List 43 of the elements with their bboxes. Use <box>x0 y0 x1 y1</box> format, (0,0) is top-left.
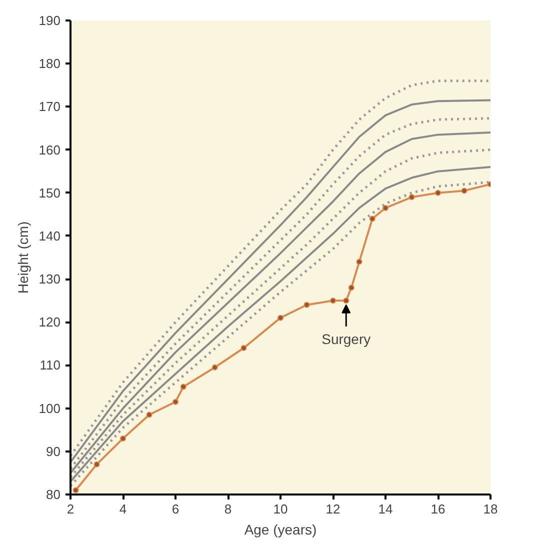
y-tick-label: 80 <box>46 487 61 502</box>
y-tick-label: 170 <box>38 99 61 114</box>
point <box>382 204 388 211</box>
y-axis-title: Height (cm) <box>14 221 31 294</box>
x-tick-label: 6 <box>172 502 180 516</box>
point <box>94 461 100 468</box>
point <box>240 344 247 351</box>
y-tick-label: 110 <box>40 358 61 373</box>
y-tick-label: 180 <box>38 56 61 72</box>
y-tick-label: 130 <box>38 272 61 287</box>
x-tick-label: 2 <box>66 502 74 516</box>
point <box>72 487 79 494</box>
point <box>408 194 415 200</box>
x-tick-label: 12 <box>326 502 340 516</box>
annotation: Surgery <box>322 330 371 347</box>
y-tick-label: 160 <box>38 142 61 158</box>
y-tick-label: 150 <box>38 185 61 200</box>
point <box>304 302 310 308</box>
x-tick-label: 16 <box>430 502 446 516</box>
x-tick-label: 8 <box>224 502 232 516</box>
x-tick-label: 4 <box>119 502 127 516</box>
point <box>146 412 152 418</box>
y-tick-label: 120 <box>38 314 61 330</box>
y-tick-label: 90 <box>46 444 61 459</box>
x-axis-title: Age (years) <box>244 522 317 538</box>
point <box>172 398 178 405</box>
point <box>180 384 186 390</box>
point <box>348 284 354 291</box>
y-tick-label: 100 <box>38 400 61 416</box>
x-tick-label: 10 <box>273 502 288 516</box>
y-tick-label: 140 <box>38 228 61 244</box>
point <box>212 364 218 370</box>
y-tick-label: 190 <box>38 13 61 28</box>
point <box>369 216 376 222</box>
point <box>278 314 284 321</box>
point <box>343 298 350 304</box>
point <box>120 435 126 442</box>
point <box>435 190 441 196</box>
x-tick-label: 14 <box>378 502 393 516</box>
point <box>356 258 362 265</box>
x-tick-label: 18 <box>483 502 498 516</box>
point <box>330 298 336 304</box>
point <box>461 188 468 194</box>
